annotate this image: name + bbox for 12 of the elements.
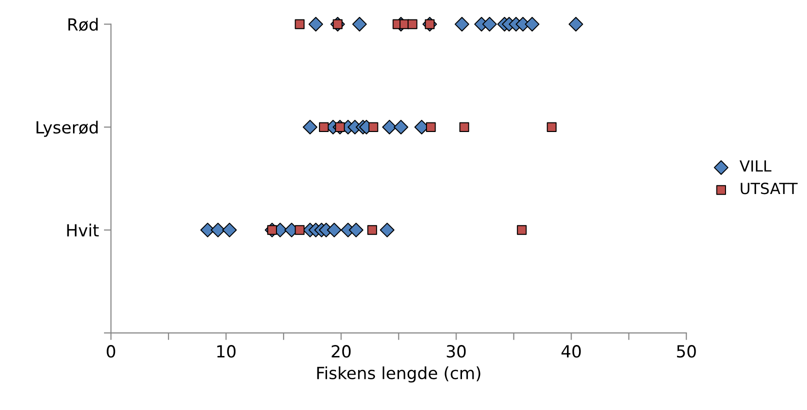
x-tick-label: 10 — [217, 345, 236, 358]
x-tick-label: 50 — [677, 345, 696, 358]
legend-label: UTSATT — [740, 182, 798, 194]
y-tick-label: Lyserød — [36, 120, 98, 137]
x-axis-title: Fiskens lengde (cm) — [317, 366, 480, 383]
y-tick-label: Rød — [68, 18, 98, 32]
x-tick-label: 40 — [561, 345, 581, 358]
x-tick-label: 0 — [106, 345, 116, 358]
y-tick-label: Hvit — [67, 224, 99, 236]
legend-label: VILL — [740, 160, 772, 172]
x-tick-label: 20 — [332, 345, 351, 358]
x-tick-label: 30 — [446, 345, 466, 358]
